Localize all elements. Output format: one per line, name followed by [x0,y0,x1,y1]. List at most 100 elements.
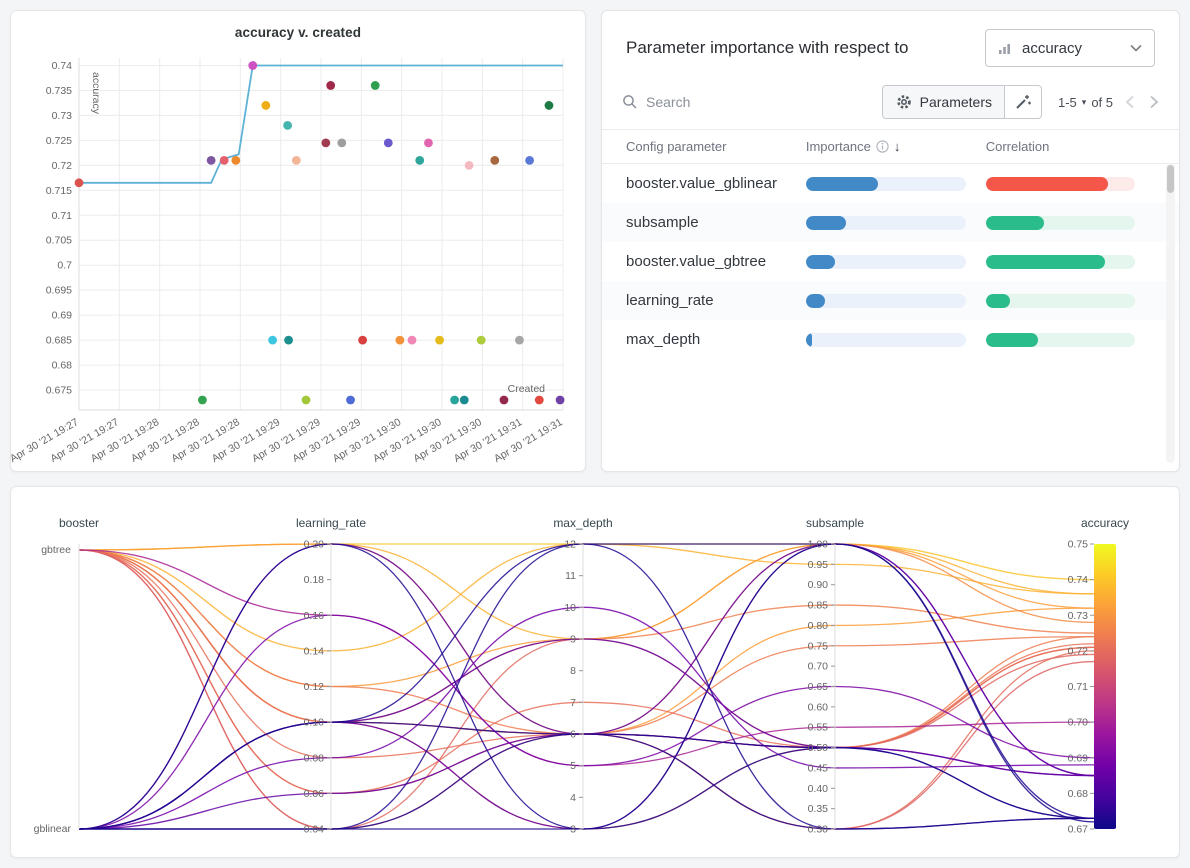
caret-down-icon[interactable]: ▾ [1081,96,1087,107]
scatter-point[interactable] [261,101,271,110]
scatter-point[interactable] [383,138,393,148]
column-importance[interactable]: Importance ↓ [805,139,901,154]
magic-wand-button[interactable] [1004,85,1042,119]
scatter-point[interactable] [301,395,311,405]
svg-text:0.675: 0.675 [46,385,72,397]
scatter-point[interactable] [525,155,535,165]
run-line[interactable] [78,549,1095,830]
table-row[interactable]: max_depth [602,320,1179,359]
run-line[interactable] [78,733,1095,830]
table-header: Config parameter Importance ↓ Correlatio… [602,129,1179,164]
run-line[interactable] [78,543,1095,688]
run-line[interactable] [78,549,1095,830]
scrollbar-thumb[interactable] [1167,165,1174,193]
scatter-point[interactable] [395,335,405,345]
run-line[interactable] [78,614,1095,830]
scatter-point[interactable] [219,155,229,165]
parallel-coordinates-chart[interactable]: booster gbtree gblinear learning_rate 0.20 0.… [21,499,1171,851]
svg-text:12: 12 [564,539,576,551]
run-line[interactable] [78,549,1095,830]
scatter-point[interactable] [424,138,433,148]
run-line[interactable] [79,733,1095,830]
scatter-point[interactable] [459,395,469,405]
scatter-point[interactable] [415,155,425,165]
scatter-point[interactable] [476,335,486,345]
svg-text:Apr 30 '21 19:31: Apr 30 '21 19:31 [492,416,565,465]
table-row[interactable]: booster.value_gbtree [602,242,1179,281]
scatter-point[interactable] [337,138,347,148]
scatter-point[interactable] [346,395,355,405]
svg-text:0.65: 0.65 [808,681,829,693]
run-line[interactable] [78,549,1095,830]
scatter-point[interactable] [291,155,301,165]
scatter-point[interactable] [248,61,258,70]
scatter-point[interactable] [321,138,331,148]
parameters-button[interactable]: Parameters [881,85,1005,119]
scatter-chart[interactable]: 0.675 0.68 0.685 0.69 0.695 0.7 0.705 0.71 0.715… [11,40,587,470]
table-row[interactable]: learning_rate [602,281,1179,320]
svg-text:0.75: 0.75 [808,640,829,652]
run-line[interactable] [78,549,1095,759]
run-line[interactable] [78,543,1095,640]
svg-text:subsample: subsample [806,516,864,530]
search-input[interactable] [644,93,788,111]
scatter-point[interactable] [499,395,509,405]
svg-text:booster: booster [59,516,99,530]
svg-text:max_depth: max_depth [553,516,612,530]
metric-dropdown[interactable]: accuracy [985,29,1155,67]
next-page-button[interactable] [1147,93,1161,111]
table-row[interactable]: booster.value_gblinear [602,164,1179,203]
scatter-point[interactable] [283,121,293,130]
best-accuracy-line[interactable] [79,64,563,184]
scatter-point[interactable] [450,395,459,405]
run-line[interactable] [78,543,1095,830]
scatter-point[interactable] [490,155,500,165]
svg-text:Apr 30 '21 19:28: Apr 30 '21 19:28 [89,416,162,465]
panel-title: Parameter importance with respect to [626,38,909,57]
scatter-point[interactable] [544,101,554,110]
svg-text:5: 5 [570,760,576,772]
scatter-point[interactable] [198,395,207,405]
page-range[interactable]: 1-5 [1057,94,1077,110]
run-line[interactable] [78,543,1095,830]
svg-text:8: 8 [570,665,576,677]
svg-text:0.45: 0.45 [808,762,829,774]
scatter-point[interactable] [435,335,444,345]
run-line[interactable] [78,721,1095,830]
sort-desc-icon[interactable]: ↓ [893,139,901,154]
config-parameter-name: subsample [626,214,699,231]
scatter-point[interactable] [326,81,336,90]
prev-page-button[interactable] [1123,93,1137,111]
run-line[interactable] [79,543,1095,830]
page-total: of 5 [1091,94,1113,110]
scatter-point[interactable] [74,178,84,188]
scatter-point[interactable] [284,335,293,345]
run-line[interactable] [78,543,1095,830]
column-config-parameter[interactable]: Config parameter [626,139,727,154]
column-correlation[interactable]: Correlation [985,139,1050,154]
scatter-point[interactable] [358,335,368,345]
svg-text:0.72: 0.72 [52,160,73,172]
scatter-point[interactable] [555,395,565,405]
scatter-point[interactable] [464,160,474,170]
table-row[interactable]: subsample [602,203,1179,242]
scatter-point[interactable] [515,335,524,345]
run-line[interactable] [78,606,1095,830]
run-line[interactable] [79,543,1095,830]
scatter-point[interactable] [206,155,216,165]
run-line[interactable] [78,543,1095,830]
scatter-point[interactable] [407,335,417,345]
scatter-point[interactable] [534,395,544,405]
svg-text:0.40: 0.40 [808,783,829,795]
scatter-point[interactable] [268,335,277,345]
scatter-point[interactable] [231,155,241,165]
run-line[interactable] [78,549,1095,735]
config-parameter-name: booster.value_gbtree [626,253,767,270]
pagination: 1-5 ▾ of 5 [1058,95,1113,110]
scatter-point[interactable] [370,81,380,90]
scrollbar[interactable] [1166,163,1175,463]
run-line[interactable] [78,549,1095,749]
svg-text:0.14: 0.14 [304,645,325,657]
search-box[interactable] [622,93,872,111]
svg-text:0.10: 0.10 [304,717,325,729]
